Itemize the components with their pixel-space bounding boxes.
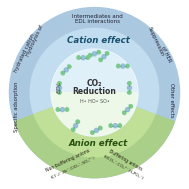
Circle shape — [127, 64, 128, 66]
Circle shape — [56, 108, 59, 111]
Wedge shape — [52, 93, 137, 135]
Text: H• HO• SO•: H• HO• SO• — [80, 99, 109, 104]
Circle shape — [68, 65, 69, 67]
Wedge shape — [15, 93, 174, 178]
Circle shape — [71, 128, 73, 130]
Circle shape — [58, 91, 61, 94]
Text: hydrated cation: hydrated cation — [14, 32, 36, 73]
Circle shape — [99, 58, 102, 62]
Circle shape — [127, 82, 129, 84]
Circle shape — [81, 56, 85, 60]
Text: Non-buffering anions: Non-buffering anions — [45, 148, 91, 173]
Circle shape — [89, 53, 91, 55]
Circle shape — [128, 82, 131, 85]
Circle shape — [127, 86, 132, 90]
Circle shape — [117, 64, 119, 66]
Circle shape — [99, 126, 101, 128]
Circle shape — [76, 120, 78, 122]
Circle shape — [129, 105, 132, 108]
Circle shape — [105, 52, 109, 55]
Circle shape — [126, 64, 129, 68]
Wedge shape — [52, 50, 137, 93]
Text: (Cl⁻,I⁻,Br⁻,ClO₄⁻,SO₄²⁻): (Cl⁻,I⁻,Br⁻,ClO₄⁻,SO₄²⁻) — [51, 156, 97, 180]
Circle shape — [129, 105, 131, 106]
Circle shape — [98, 50, 99, 52]
Text: CO₂: CO₂ — [87, 79, 102, 88]
Circle shape — [122, 111, 124, 113]
Circle shape — [94, 128, 98, 132]
Circle shape — [57, 82, 59, 84]
Text: EDL: EDL — [57, 81, 62, 93]
Text: of HER: of HER — [160, 45, 172, 63]
Circle shape — [51, 49, 138, 136]
Text: Suppression: Suppression — [147, 26, 165, 58]
Circle shape — [99, 126, 102, 130]
Circle shape — [97, 51, 101, 54]
Circle shape — [109, 124, 112, 127]
Circle shape — [125, 108, 130, 112]
Text: Anion effect: Anion effect — [69, 139, 128, 148]
Circle shape — [77, 56, 80, 59]
Circle shape — [78, 56, 79, 57]
Circle shape — [68, 65, 71, 68]
Circle shape — [60, 108, 64, 112]
Circle shape — [72, 128, 75, 131]
Circle shape — [123, 111, 126, 115]
Circle shape — [61, 71, 63, 73]
Circle shape — [88, 54, 92, 57]
Circle shape — [61, 71, 65, 75]
Circle shape — [64, 68, 68, 72]
Circle shape — [92, 52, 97, 56]
Circle shape — [86, 56, 89, 59]
Circle shape — [65, 108, 69, 111]
Circle shape — [57, 92, 59, 93]
Circle shape — [76, 120, 80, 123]
Circle shape — [57, 86, 62, 90]
Circle shape — [113, 124, 117, 128]
Circle shape — [74, 124, 78, 128]
Circle shape — [57, 108, 59, 109]
Text: Other effects: Other effects — [169, 83, 174, 118]
Circle shape — [91, 131, 94, 134]
Circle shape — [9, 8, 180, 178]
Circle shape — [121, 64, 125, 68]
Circle shape — [110, 124, 112, 125]
Circle shape — [105, 52, 107, 53]
Text: Reduction: Reduction — [73, 87, 116, 96]
Text: Hydrolysis of: Hydrolysis of — [25, 24, 44, 57]
Circle shape — [66, 108, 68, 109]
Circle shape — [102, 55, 106, 59]
Text: Cation effect: Cation effect — [67, 36, 130, 45]
Circle shape — [58, 82, 61, 85]
Text: Intermediates and: Intermediates and — [72, 14, 123, 19]
Circle shape — [99, 58, 101, 60]
Circle shape — [118, 124, 122, 127]
Text: Specific adsorption: Specific adsorption — [14, 81, 19, 132]
Wedge shape — [34, 93, 155, 157]
Circle shape — [87, 56, 89, 57]
Circle shape — [117, 64, 120, 68]
Text: (HCO₃⁻,CO₃²⁻,H₂PO₄⁻): (HCO₃⁻,CO₃²⁻,H₂PO₄⁻) — [102, 154, 144, 181]
Circle shape — [91, 131, 93, 132]
Circle shape — [127, 92, 129, 93]
Circle shape — [128, 91, 131, 94]
Text: EDL interactions: EDL interactions — [75, 19, 120, 24]
Circle shape — [119, 124, 121, 125]
Circle shape — [30, 28, 159, 157]
Text: Buffering anions: Buffering anions — [108, 149, 143, 172]
